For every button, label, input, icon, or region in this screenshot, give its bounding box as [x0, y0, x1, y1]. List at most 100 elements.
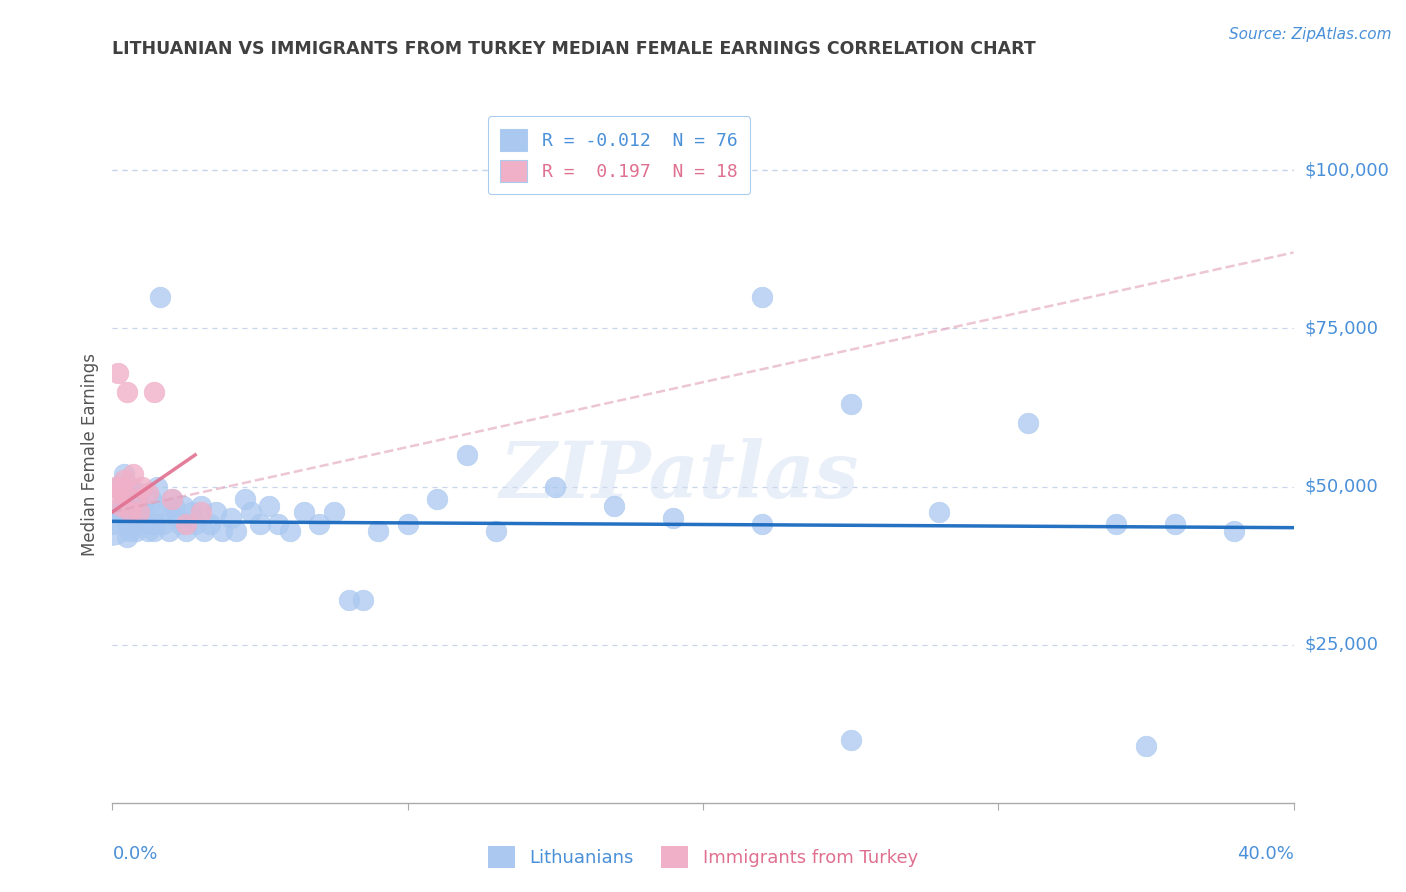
- Point: [839, 397, 862, 411]
- Y-axis label: Median Female Earnings: Median Female Earnings: [80, 353, 98, 557]
- Point: [152, 517, 174, 532]
- Text: Source: ZipAtlas.com: Source: ZipAtlas.com: [1229, 27, 1392, 42]
- Point: [166, 511, 188, 525]
- Point: [117, 499, 138, 513]
- Point: [163, 499, 186, 513]
- Point: [131, 505, 153, 519]
- Point: [120, 479, 142, 493]
- Point: [751, 517, 773, 532]
- Point: [128, 505, 150, 519]
- Point: [249, 517, 271, 532]
- Point: [1223, 524, 1246, 538]
- Point: [142, 517, 165, 532]
- Point: [267, 517, 290, 532]
- Point: [149, 290, 172, 304]
- Point: [278, 524, 301, 538]
- Point: [107, 479, 129, 493]
- Point: [117, 486, 138, 500]
- Point: [110, 499, 132, 513]
- Point: [184, 517, 207, 532]
- Point: [219, 511, 242, 525]
- Point: [128, 511, 150, 525]
- Point: [155, 505, 177, 519]
- Point: [257, 499, 280, 513]
- Point: [112, 486, 135, 500]
- Point: [190, 499, 212, 513]
- Point: [128, 517, 150, 532]
- Text: $75,000: $75,000: [1305, 319, 1379, 337]
- Text: 0.0%: 0.0%: [112, 845, 157, 863]
- Point: [110, 505, 132, 519]
- Point: [131, 479, 153, 493]
- Point: [1135, 739, 1157, 753]
- Point: [112, 467, 135, 481]
- Point: [136, 524, 159, 538]
- Point: [104, 479, 127, 493]
- Point: [181, 505, 204, 519]
- Point: [839, 732, 862, 747]
- Point: [101, 517, 124, 532]
- Point: [198, 517, 221, 532]
- Point: [122, 467, 145, 481]
- Text: ZIPatlas: ZIPatlas: [499, 438, 859, 514]
- Point: [174, 517, 197, 532]
- Text: $50,000: $50,000: [1305, 477, 1378, 496]
- Text: 40.0%: 40.0%: [1237, 845, 1294, 863]
- Point: [233, 492, 256, 507]
- Point: [160, 492, 183, 507]
- Point: [205, 505, 228, 519]
- Point: [367, 524, 389, 538]
- Point: [112, 473, 135, 487]
- Point: [485, 524, 508, 538]
- Point: [122, 492, 145, 507]
- Point: [136, 517, 159, 532]
- Point: [544, 479, 567, 493]
- Point: [174, 524, 197, 538]
- Point: [396, 517, 419, 532]
- Point: [928, 505, 950, 519]
- Point: [337, 593, 360, 607]
- Point: [1017, 417, 1039, 431]
- Point: [139, 492, 162, 507]
- Text: $25,000: $25,000: [1305, 636, 1379, 654]
- Point: [323, 505, 346, 519]
- Legend: Lithuanians, Immigrants from Turkey: Lithuanians, Immigrants from Turkey: [479, 838, 927, 877]
- Point: [136, 486, 159, 500]
- Point: [125, 492, 148, 507]
- Point: [120, 511, 142, 525]
- Point: [125, 492, 148, 507]
- Point: [101, 517, 124, 532]
- Point: [107, 366, 129, 380]
- Point: [240, 505, 263, 519]
- Point: [211, 524, 233, 538]
- Point: [751, 290, 773, 304]
- Point: [112, 492, 135, 507]
- Point: [352, 593, 374, 607]
- Point: [225, 524, 247, 538]
- Point: [142, 384, 165, 399]
- Point: [157, 524, 180, 538]
- Point: [190, 505, 212, 519]
- Point: [160, 492, 183, 507]
- Point: [662, 511, 685, 525]
- Point: [149, 499, 172, 513]
- Point: [1105, 517, 1128, 532]
- Point: [169, 517, 191, 532]
- Point: [131, 499, 153, 513]
- Point: [120, 524, 142, 538]
- Point: [125, 524, 148, 538]
- Point: [142, 524, 165, 538]
- Point: [146, 479, 169, 493]
- Point: [122, 511, 145, 525]
- Point: [120, 505, 142, 519]
- Point: [117, 517, 138, 532]
- Point: [110, 479, 132, 493]
- Point: [134, 505, 156, 519]
- Point: [117, 384, 138, 399]
- Point: [125, 499, 148, 513]
- Text: LITHUANIAN VS IMMIGRANTS FROM TURKEY MEDIAN FEMALE EARNINGS CORRELATION CHART: LITHUANIAN VS IMMIGRANTS FROM TURKEY MED…: [112, 40, 1036, 58]
- Point: [122, 517, 145, 532]
- Point: [193, 524, 215, 538]
- Point: [107, 486, 129, 500]
- Point: [128, 486, 150, 500]
